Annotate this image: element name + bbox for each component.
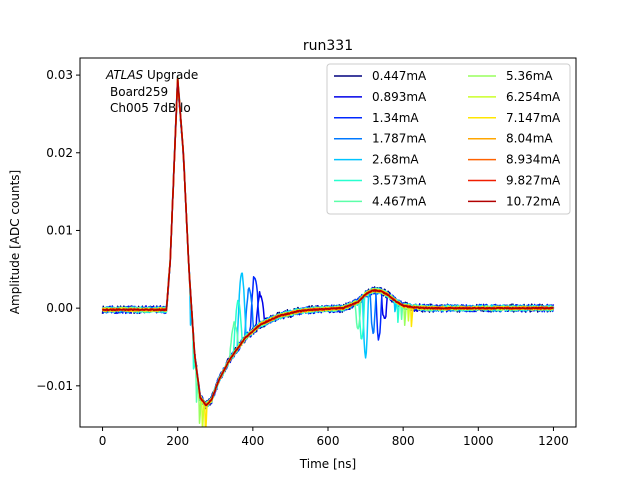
x-tick-label: 1000 xyxy=(463,434,494,448)
legend-item: 2.68mA xyxy=(334,153,419,167)
legend-label: 5.36mA xyxy=(506,69,553,83)
x-tick-label: 800 xyxy=(392,434,415,448)
y-tick-label: 0.02 xyxy=(46,146,73,160)
y-tick-label: 0.00 xyxy=(46,301,73,315)
legend-box xyxy=(326,63,571,215)
legend-label: 7.147mA xyxy=(506,111,561,125)
annotation-atlas: ATLAS xyxy=(105,68,144,82)
legend-label: 8.04mA xyxy=(506,132,553,146)
x-tick-label: 0 xyxy=(99,434,107,448)
legend-item: 0.893mA xyxy=(334,90,427,104)
legend-item: 7.147mA xyxy=(468,111,561,125)
legend-item: 8.934mA xyxy=(468,153,561,167)
legend-item: 3.573mA xyxy=(334,174,427,188)
legend: 0.447mA 0.893mA 1.34mA 1.787mA 2.68mA 3.573mA… xyxy=(326,63,571,215)
x-tick-label: 1200 xyxy=(538,434,569,448)
annotation-board: Board259 xyxy=(110,85,168,99)
chart-title: run331 xyxy=(303,38,353,54)
legend-item: 9.827mA xyxy=(468,174,561,188)
legend-item: 8.04mA xyxy=(468,132,553,146)
svg-text:ATLAS Upgrade: ATLAS Upgrade xyxy=(105,68,198,82)
legend-item: 6.254mA xyxy=(468,90,561,104)
annotation: ATLAS Upgrade Board259 Ch005 7dB lo xyxy=(105,68,198,115)
legend-item: 0.447mA xyxy=(334,69,427,83)
legend-label: 10.72mA xyxy=(506,194,561,208)
y-tick-label: 0.03 xyxy=(46,68,73,82)
legend-item: 10.72mA xyxy=(468,194,561,208)
series-line xyxy=(102,78,554,407)
legend-label: 3.573mA xyxy=(372,174,427,188)
x-tick-label: 200 xyxy=(166,434,189,448)
legend-label: 1.34mA xyxy=(372,111,419,125)
legend-item: 1.34mA xyxy=(334,111,419,125)
x-axis-label: Time [ns] xyxy=(299,457,356,471)
legend-item: 1.787mA xyxy=(334,132,427,146)
legend-label: 2.68mA xyxy=(372,153,419,167)
y-axis-label: Amplitude [ADC counts] xyxy=(8,170,22,314)
legend-label: 1.787mA xyxy=(372,132,427,146)
legend-item: 5.36mA xyxy=(468,69,553,83)
legend-label: 6.254mA xyxy=(506,90,561,104)
annotation-channel: Ch005 7dB lo xyxy=(110,101,191,115)
annotation-upgrade: Upgrade xyxy=(143,68,198,82)
legend-label: 4.467mA xyxy=(372,194,427,208)
x-tick-label: 600 xyxy=(317,434,340,448)
legend-label: 0.893mA xyxy=(372,90,427,104)
legend-label: 0.447mA xyxy=(372,69,427,83)
y-tick-label: −0.01 xyxy=(36,379,73,393)
legend-item: 4.467mA xyxy=(334,194,427,208)
legend-label: 8.934mA xyxy=(506,153,561,167)
y-tick-label: 0.01 xyxy=(46,223,73,237)
x-tick-label: 400 xyxy=(241,434,264,448)
legend-label: 9.827mA xyxy=(506,174,561,188)
